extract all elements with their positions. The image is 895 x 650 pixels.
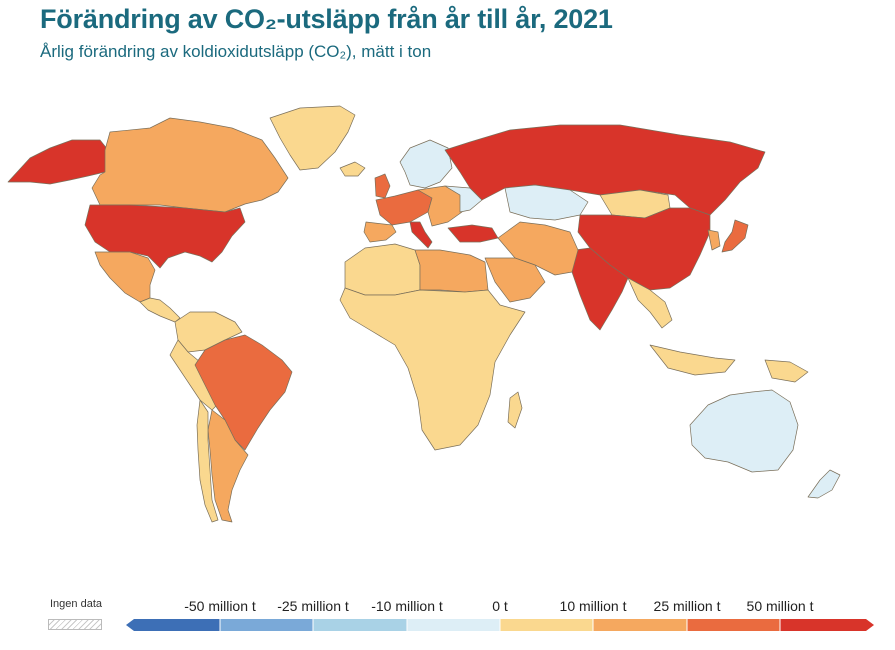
legend-bin-4 bbox=[500, 619, 593, 631]
legend-tick-1: -25 million t bbox=[277, 598, 349, 614]
legend-tick-0: -50 million t bbox=[184, 598, 256, 614]
legend-tick-4: 10 million t bbox=[559, 598, 627, 614]
region-north-africa-west[interactable] bbox=[344, 243, 421, 296]
page-title: Förändring av CO₂-utsläpp från år till å… bbox=[40, 4, 613, 34]
region-turkey[interactable] bbox=[447, 224, 499, 243]
legend-bin-7 bbox=[780, 619, 874, 631]
legend-tick-3: 0 t bbox=[492, 598, 508, 614]
legend-tick-6: 50 million t bbox=[746, 598, 814, 614]
region-india[interactable] bbox=[571, 247, 629, 331]
region-new-zealand[interactable] bbox=[807, 469, 841, 499]
region-united-kingdom[interactable] bbox=[374, 173, 391, 199]
region-southeast-asia[interactable] bbox=[627, 277, 673, 329]
region-canada[interactable] bbox=[91, 117, 289, 213]
region-indonesia[interactable] bbox=[649, 344, 736, 376]
region-iceland[interactable] bbox=[339, 161, 366, 177]
region-sub-saharan-africa[interactable] bbox=[339, 287, 526, 451]
region-libya-egypt[interactable] bbox=[414, 249, 489, 293]
legend-bin-0 bbox=[126, 619, 220, 631]
legend-bin-6 bbox=[687, 619, 780, 631]
page-subtitle: Årlig förändring av koldioxidutsläpp (CO… bbox=[40, 42, 432, 61]
legend-bin-3 bbox=[407, 619, 500, 631]
legend-bin-2 bbox=[313, 619, 407, 631]
region-saudi-arabia[interactable] bbox=[484, 257, 546, 303]
region-alaska[interactable] bbox=[7, 139, 109, 185]
no-data-swatch bbox=[48, 619, 102, 630]
legend-tick-2: -10 million t bbox=[371, 598, 443, 614]
region-papua-new-guinea[interactable] bbox=[764, 359, 809, 383]
region-scandinavia[interactable] bbox=[399, 139, 453, 189]
legend-bin-5 bbox=[593, 619, 687, 631]
region-japan[interactable] bbox=[721, 219, 749, 253]
region-mexico[interactable] bbox=[94, 251, 156, 303]
region-korea[interactable] bbox=[707, 229, 721, 251]
region-greenland[interactable] bbox=[269, 105, 356, 171]
region-italy[interactable] bbox=[409, 221, 433, 249]
region-chile[interactable] bbox=[196, 399, 219, 523]
region-madagascar[interactable] bbox=[507, 391, 523, 429]
region-iberia[interactable] bbox=[363, 221, 397, 243]
world-map bbox=[0, 95, 895, 535]
color-legend: -50 million t -25 million t -10 million … bbox=[126, 598, 876, 638]
no-data-label: Ingen data bbox=[50, 598, 102, 610]
region-brazil[interactable] bbox=[194, 334, 293, 451]
region-argentina[interactable] bbox=[207, 409, 249, 523]
legend-bin-1 bbox=[220, 619, 313, 631]
legend-tick-5: 25 million t bbox=[653, 598, 721, 614]
region-central-america[interactable] bbox=[139, 297, 181, 323]
region-australia[interactable] bbox=[689, 389, 799, 473]
